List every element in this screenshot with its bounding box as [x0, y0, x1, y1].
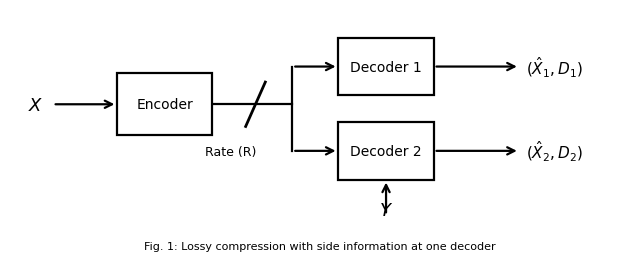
- Text: Decoder 2: Decoder 2: [350, 144, 422, 158]
- Text: $X$: $X$: [28, 97, 44, 115]
- Text: Rate (R): Rate (R): [205, 146, 257, 159]
- Text: Encoder: Encoder: [136, 98, 193, 112]
- Text: $Y$: $Y$: [380, 201, 394, 219]
- Text: $(\hat{X}_2, D_2)$: $(\hat{X}_2, D_2)$: [526, 139, 583, 163]
- Bar: [117, 74, 212, 136]
- Bar: [339, 39, 434, 96]
- Text: Decoder 1: Decoder 1: [350, 60, 422, 74]
- Text: Fig. 1: Lossy compression with side information at one decoder: Fig. 1: Lossy compression with side info…: [144, 242, 496, 251]
- Bar: [339, 122, 434, 180]
- Text: $(\hat{X}_1, D_1)$: $(\hat{X}_1, D_1)$: [526, 55, 583, 80]
